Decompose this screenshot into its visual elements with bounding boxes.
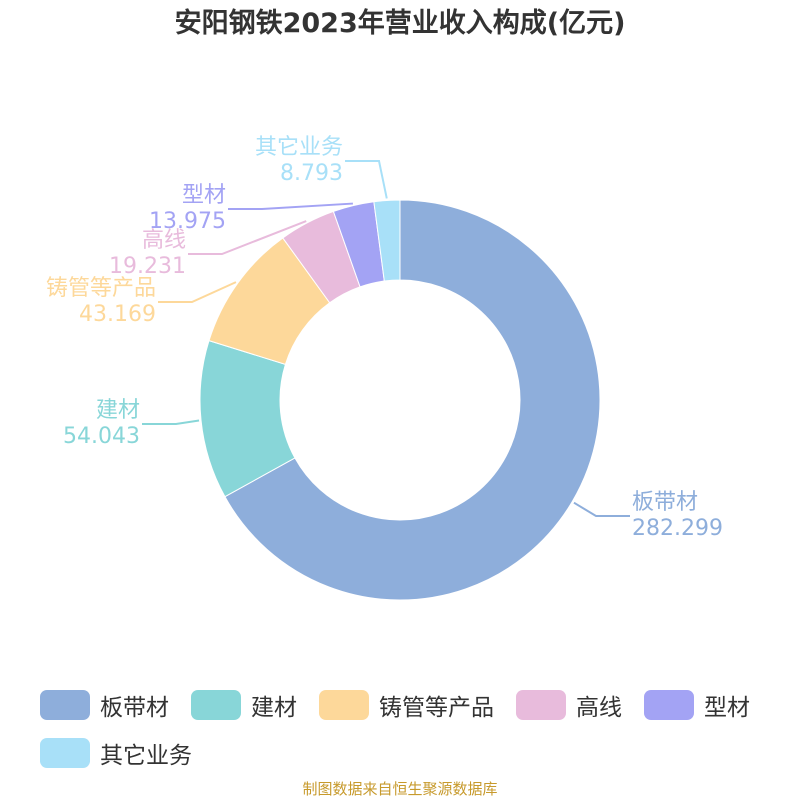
legend-swatch <box>40 738 90 768</box>
legend-swatch <box>191 690 241 720</box>
slice-0 <box>224 199 601 601</box>
legend-label: 建材 <box>251 695 297 721</box>
legend-swatch <box>40 690 90 720</box>
slice-value-1: 54.043 <box>63 424 140 449</box>
chart-title: 安阳钢铁2023年营业收入构成(亿元) <box>174 8 626 39</box>
legend-label: 型材 <box>704 695 750 721</box>
legend-item-0[interactable]: 板带材 <box>40 688 169 722</box>
legend-swatch <box>644 690 694 720</box>
legend-item-1[interactable]: 建材 <box>191 688 297 722</box>
legend-item-3[interactable]: 高线 <box>516 688 622 722</box>
slice-label-2: 铸管等产品 <box>46 276 156 301</box>
leader-line-1 <box>142 419 200 425</box>
leader-line-4 <box>228 202 353 210</box>
slice-value-3: 19.231 <box>109 254 186 279</box>
leader-lines <box>142 160 630 517</box>
slice-value-2: 43.169 <box>79 302 156 327</box>
slice-5 <box>373 199 401 282</box>
chart-legend: 板带材 建材 铸管等产品 高线 型材其它业务 <box>40 688 780 770</box>
legend-item-4[interactable]: 型材 <box>644 688 750 722</box>
source-note: 制图数据来自恒生聚源数据库 <box>302 780 498 798</box>
legend-item-2[interactable]: 铸管等产品 <box>319 688 494 722</box>
leader-line-0 <box>573 501 630 517</box>
legend-label: 板带材 <box>100 695 169 721</box>
slice-value-0: 282.299 <box>632 516 723 541</box>
slice-label-4: 型材 <box>182 183 226 208</box>
legend-label: 其它业务 <box>100 743 192 769</box>
legend-item-5[interactable]: 其它业务 <box>40 736 192 770</box>
slice-value-4: 13.975 <box>149 209 226 234</box>
slice-label-5: 其它业务 <box>255 135 343 160</box>
leader-line-5 <box>345 160 388 199</box>
slice-label-0: 板带材 <box>632 490 698 515</box>
slice-label-3: 高线 <box>142 228 186 253</box>
slice-label-1: 建材 <box>96 398 140 423</box>
leader-line-3 <box>188 220 307 255</box>
legend-label: 高线 <box>576 695 622 721</box>
donut-slices <box>199 199 601 601</box>
legend-label: 铸管等产品 <box>379 695 494 721</box>
legend-swatch <box>516 690 566 720</box>
slice-value-5: 8.793 <box>280 161 343 186</box>
legend-swatch <box>319 690 369 720</box>
leader-line-2 <box>158 281 237 303</box>
